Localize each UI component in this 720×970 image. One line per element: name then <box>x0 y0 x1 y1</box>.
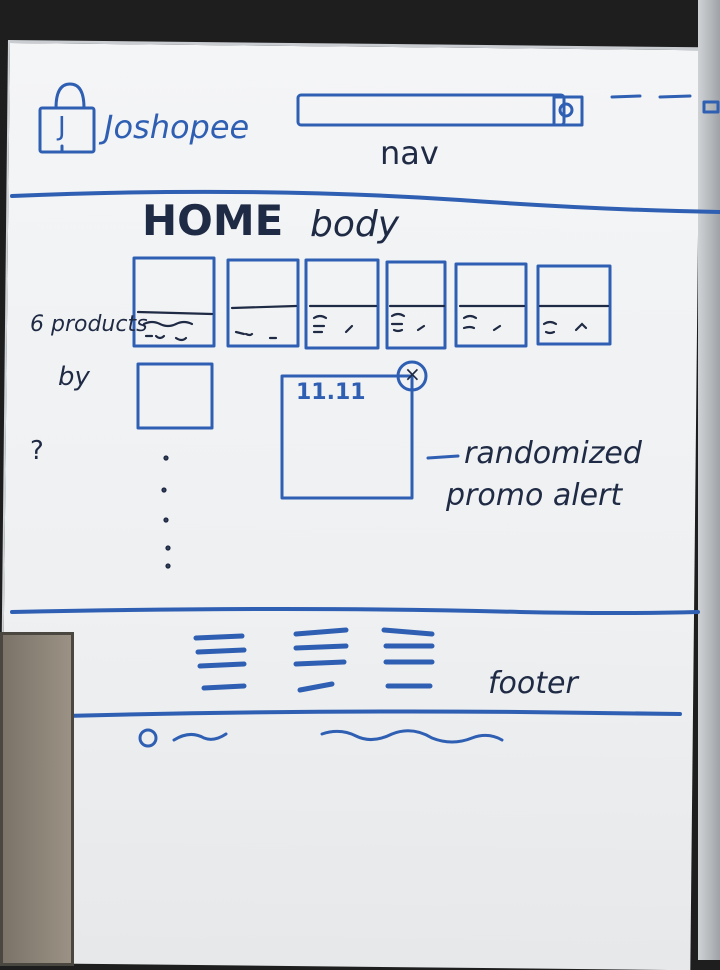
question-mark: ? <box>30 436 44 466</box>
circle-icon <box>138 728 158 748</box>
footer-label: footer <box>488 666 578 701</box>
search-bar <box>296 93 566 127</box>
footer-columns <box>193 627 435 693</box>
by-note: by <box>58 362 90 392</box>
promo-note-line2: promo alert <box>446 478 623 513</box>
product-card <box>454 262 528 348</box>
product-card <box>536 264 612 346</box>
search-icon <box>552 95 584 127</box>
home-label: HOME <box>142 196 284 245</box>
product-card <box>226 258 300 348</box>
footer-bottom-divider <box>62 709 682 718</box>
promo-close-icon <box>396 360 428 392</box>
promo-close-icon-label[interactable]: × <box>404 362 421 386</box>
promo-text: 11.11 <box>296 380 366 405</box>
nav-divider <box>10 189 720 214</box>
footer-top-divider <box>10 607 700 615</box>
marker-tray <box>0 632 74 966</box>
logo-letter: J <box>58 112 66 142</box>
promo-alert-box <box>280 374 414 500</box>
product-card <box>304 258 380 350</box>
product-card <box>132 256 216 348</box>
logo-icon <box>38 82 96 154</box>
product-cards <box>132 256 612 350</box>
brand-name[interactable]: Joshopee <box>104 108 250 146</box>
promo-note-line1: randomized <box>464 436 642 471</box>
nav-label: nav <box>380 134 439 172</box>
category-box <box>136 362 214 430</box>
product-card <box>385 260 447 350</box>
products-note: 6 products <box>30 312 148 337</box>
board-frame <box>698 0 720 960</box>
body-label: body <box>310 204 400 245</box>
